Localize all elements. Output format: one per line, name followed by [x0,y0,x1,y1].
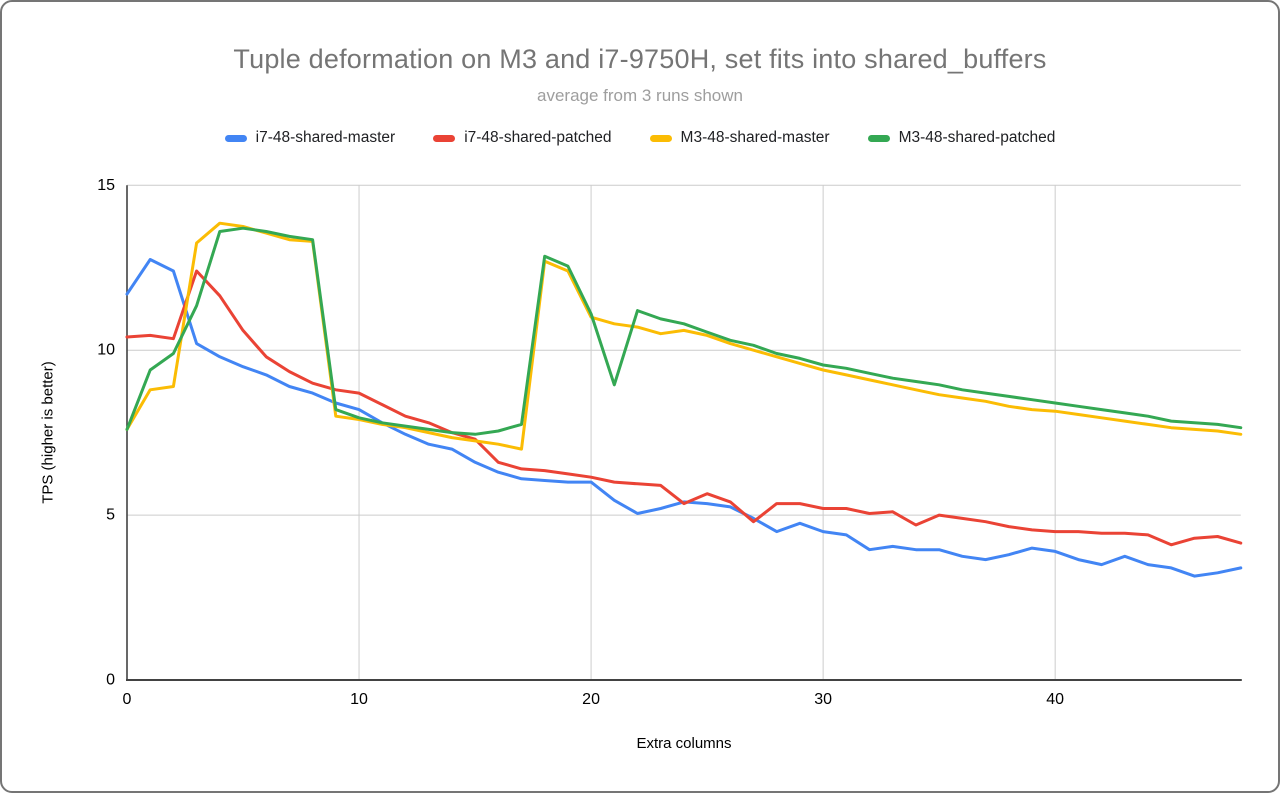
series-line-i7-48-shared-patched [125,269,1243,547]
legend-item-i7-48-shared-master: i7-48-shared-master [224,129,396,147]
legend-item-M3-48-shared-patched: M3-48-shared-patched [867,129,1056,147]
series-line-M3-48-shared-master [125,221,1243,451]
series-line-i7-48-shared-master [125,258,1243,578]
legend-label: i7-48-shared-master [255,129,396,146]
legend-swatch-icon [649,134,672,142]
chart-subtitle: average from 3 runs shown [537,86,743,105]
y-tick-label: 10 [97,342,115,359]
legend: i7-48-shared-master i7-48-shared-patched… [2,129,1278,147]
y-tick-label: 5 [106,507,115,524]
x-tick-label: 0 [123,691,132,708]
chart-title: Tuple deformation on M3 and i7-9750H, se… [233,44,1047,74]
x-tick-label: 10 [350,691,368,708]
legend-label: i7-48-shared-patched [464,129,612,146]
x-axis-title: Extra columns [636,735,732,752]
y-tick-label: 0 [106,672,115,689]
legend-swatch-icon [433,134,456,142]
legend-swatch-icon [867,134,890,142]
legend-label: M3-48-shared-master [680,129,830,146]
y-axis-title: TPS (higher is better) [39,361,57,504]
x-tick-label: 40 [1046,691,1064,708]
series-line-M3-48-shared-patched [125,226,1243,436]
y-tick-label: 15 [97,177,115,194]
legend-label: M3-48-shared-patched [898,129,1056,146]
legend-item-M3-48-shared-master: M3-48-shared-master [649,129,830,147]
x-tick-label: 20 [582,691,600,708]
x-tick-label: 30 [814,691,832,708]
legend-item-i7-48-shared-patched: i7-48-shared-patched [433,129,612,147]
legend-swatch-icon [224,134,247,142]
